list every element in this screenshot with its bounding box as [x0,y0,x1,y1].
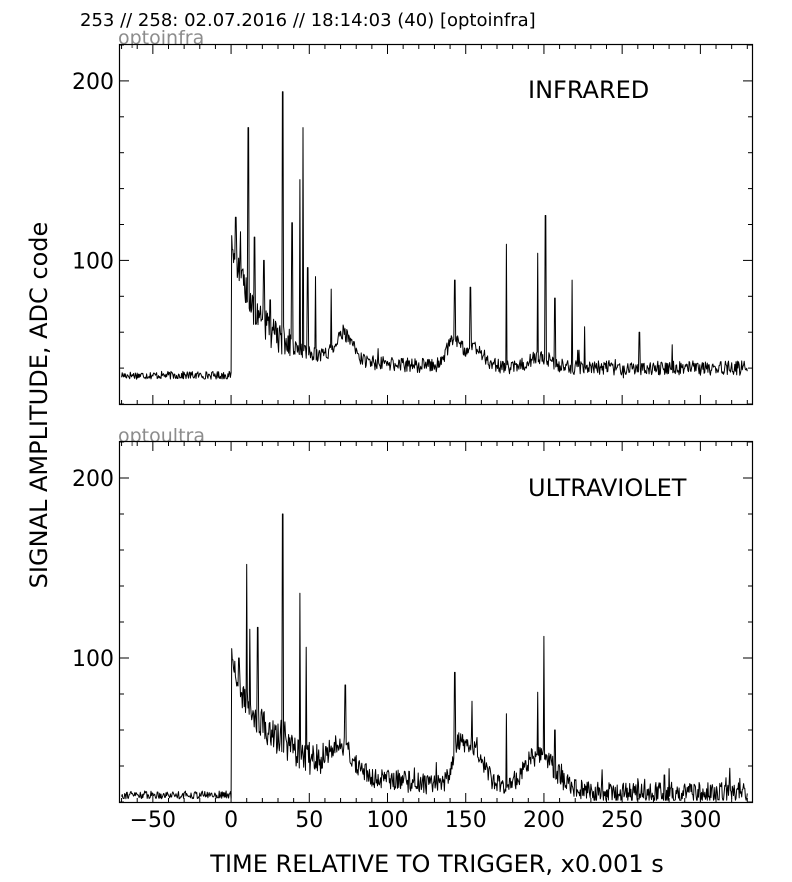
x-tick-label: 0 [224,808,238,833]
x-tick-label: 200 [523,808,565,833]
ultraviolet-y-tick-labels: 100 200 [72,467,114,672]
ultraviolet-channel-tag: optoultra [118,425,205,447]
infrared-signal-trace [121,91,748,380]
y-tick-label: 100 [72,647,114,672]
infrared-panel: optoinfra INFRARED 100 200 [72,27,754,406]
infrared-y-tick-labels: 100 200 [72,70,114,274]
x-tick-label: 50 [295,808,323,833]
figure-header: 253 // 258: 02.07.2016 // 18:14:03 (40) … [80,10,536,31]
y-tick-label: 100 [72,249,114,274]
infrared-title: INFRARED [528,76,649,104]
infrared-ticks [120,44,752,405]
x-tick-label: 300 [679,808,721,833]
x-tick-label: 100 [367,808,409,833]
y-axis-label: SIGNAL AMPLITUDE, ADC code [25,222,53,589]
x-tick-label: 150 [445,808,487,833]
ultraviolet-panel: optoultra ULTRAVIOLET 100 200 −50 0 50 100 15… [72,425,754,833]
ultraviolet-title: ULTRAVIOLET [528,474,687,502]
x-axis-label: TIME RELATIVE TO TRIGGER, x0.001 s [209,850,663,878]
x-tick-label: −50 [130,808,176,833]
ultraviolet-signal-trace [121,513,748,801]
ultraviolet-plot-frame [118,440,754,804]
y-tick-label: 200 [72,467,114,492]
x-tick-label: 250 [601,808,643,833]
ultraviolet-x-tick-labels: −50 0 50 100 150 200 250 300 [130,808,722,833]
infrared-plot-frame [118,43,754,406]
y-tick-label: 200 [72,70,114,95]
infrared-channel-tag: optoinfra [118,27,204,49]
